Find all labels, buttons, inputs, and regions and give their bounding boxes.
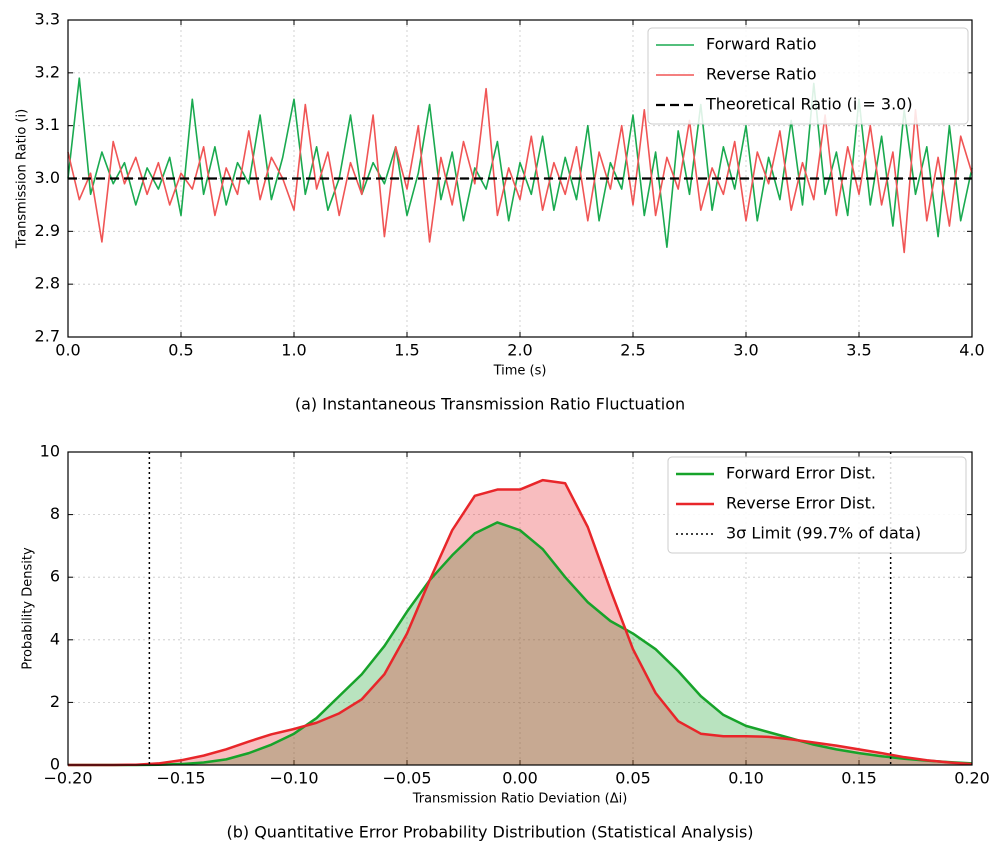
data-line — [68, 478, 973, 767]
plot-frame — [67, 451, 973, 766]
y-tick-label: 2.8 — [35, 274, 60, 293]
data-line — [67, 77, 973, 248]
x-tick-label: 0.10 — [728, 769, 764, 788]
area-fill — [68, 522, 972, 765]
y-tick-label: 6 — [50, 567, 60, 586]
caption: (a) Instantaneous Transmission Ratio Flu… — [295, 395, 685, 414]
area-fill — [68, 480, 972, 765]
y-tick-label: 4 — [50, 629, 60, 648]
y-tick-label: 3.0 — [35, 168, 60, 187]
x-tick-label: 3.5 — [846, 341, 871, 360]
x-tick-label: 4.0 — [959, 341, 984, 360]
x-tick-label: 1.5 — [394, 341, 419, 360]
x-tick-label: −0.05 — [382, 769, 431, 788]
x-tick-label: −0.15 — [156, 769, 205, 788]
y-tick-label: 3.3 — [35, 10, 60, 29]
data-line — [68, 521, 973, 767]
x-tick-label: −0.10 — [269, 769, 318, 788]
x-tick-label: 0.15 — [841, 769, 877, 788]
y-tick-label: 3.1 — [35, 115, 60, 134]
x-tick-label: 3.0 — [733, 341, 758, 360]
y-axis-label: Transmission Ratio (i) — [15, 109, 30, 249]
y-tick-label: 3.2 — [35, 62, 60, 81]
x-tick-label: 2.0 — [507, 341, 532, 360]
y-tick-label: 2 — [50, 692, 60, 711]
x-axis-label: Time (s) — [493, 364, 547, 379]
legend-box — [667, 456, 967, 554]
y-tick-label: 8 — [50, 504, 60, 523]
legend-label: Reverse Error Dist. — [726, 494, 876, 513]
y-tick-label: 10 — [40, 442, 60, 461]
x-tick-label: 1.0 — [281, 341, 306, 360]
y-axis-label: Probability Density — [21, 547, 36, 670]
data-line — [67, 87, 973, 254]
x-tick-label: 0.05 — [615, 769, 651, 788]
x-tick-label: 0.00 — [502, 769, 538, 788]
plot-frame — [67, 19, 973, 338]
y-tick-label: 0 — [50, 755, 60, 774]
x-tick-label: 0.5 — [168, 341, 193, 360]
legend-box — [647, 27, 969, 125]
x-axis-label: Transmission Ratio Deviation (Δi) — [412, 792, 628, 807]
y-tick-label: 2.9 — [35, 221, 60, 240]
legend-label: 3σ Limit (99.7% of data) — [726, 524, 921, 543]
legend-label: Forward Error Dist. — [726, 464, 876, 483]
legend-label: Reverse Ratio — [706, 65, 816, 84]
x-tick-label: 2.5 — [620, 341, 645, 360]
x-tick-label: 0.20 — [954, 769, 990, 788]
legend: Forward Ratio Reverse Ratio Theoretical Ra… — [647, 27, 969, 125]
legend-label: Theoretical Ratio (i = 3.0) — [705, 95, 913, 114]
legend: Forward Error Dist. Reverse Error Dist. 3σ… — [667, 456, 967, 554]
y-tick-label: 2.7 — [35, 327, 60, 346]
x-tick-label: 0.0 — [55, 341, 80, 360]
x-tick-label: −0.20 — [43, 769, 92, 788]
legend-label: Forward Ratio — [706, 35, 817, 54]
caption: (b) Quantitative Error Probability Distr… — [226, 823, 753, 842]
